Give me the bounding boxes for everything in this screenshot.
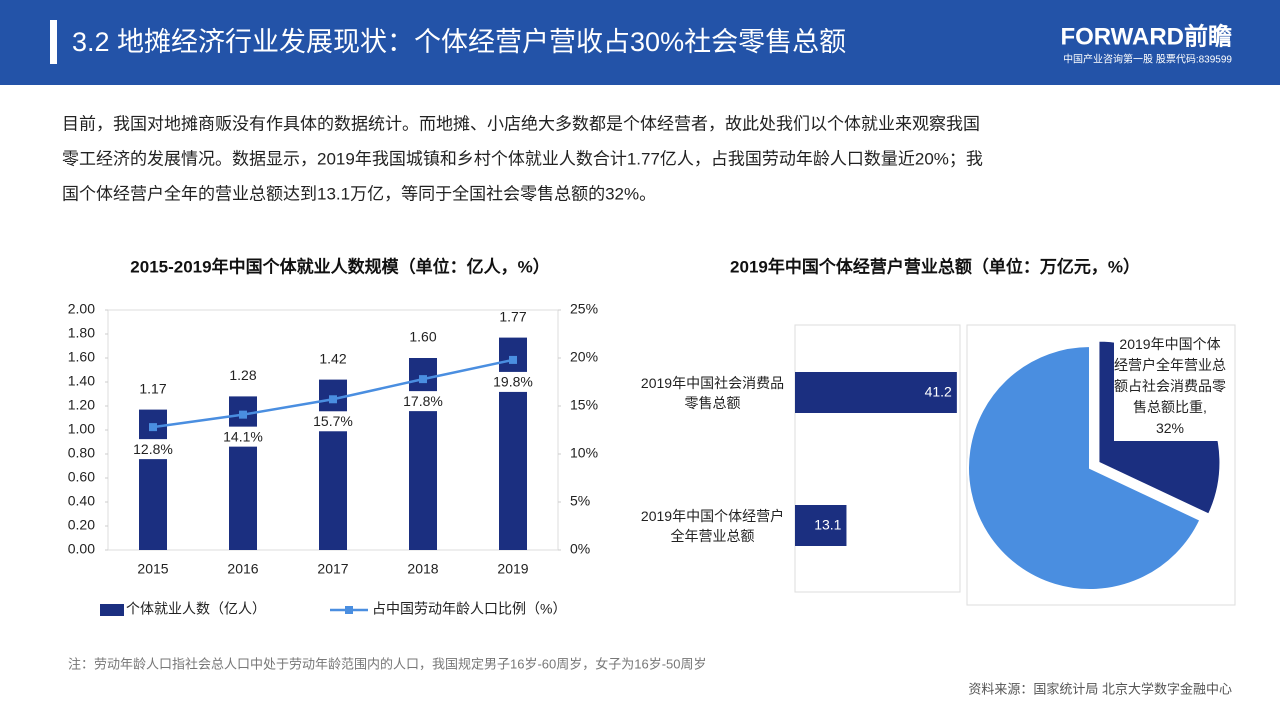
y-tick-label: 1.40 (68, 373, 95, 389)
line-marker (509, 355, 517, 364)
bar (795, 372, 957, 413)
data-label: 13.1 (814, 517, 841, 533)
bar (229, 396, 257, 550)
x-tick-label: 2017 (317, 561, 348, 577)
body-line: 目前，我国对地摊商贩没有作具体的数据统计。而地摊、小店绝大多数都是个体经营者，故… (62, 114, 980, 133)
panel (966, 324, 1236, 606)
y-tick-label: 0.00 (68, 541, 95, 557)
y-tick-label: 0.60 (68, 469, 95, 485)
x-tick-label: 2015 (137, 561, 168, 577)
header-accent (50, 20, 57, 64)
bar (795, 505, 847, 546)
line-marker (419, 375, 427, 384)
label-bg (397, 391, 449, 412)
line-marker (329, 395, 337, 404)
tagline: 中国产业咨询第一股 股票代码:839599 (1063, 53, 1232, 66)
body-line: 零工经济的发展情况。数据显示，2019年我国城镇和乡村个体就业人数合计1.77亿… (62, 149, 983, 168)
chart-title: 2019年中国个体经营户营业总额（单位：万亿元，%） (730, 256, 1140, 276)
chart-title: 2015-2019年中国个体就业人数规模（单位：亿人，%） (130, 256, 549, 276)
label-bg (217, 426, 269, 447)
y-tick-label: 2.00 (68, 301, 95, 317)
y2-tick-label: 20% (570, 349, 598, 365)
source: 资料来源：国家统计局 北京大学数字金融中心 (968, 681, 1232, 696)
legend-label: 个体就业人数（亿人） (126, 601, 266, 617)
y2-tick-label: 25% (570, 301, 598, 317)
data-label: 14.1% (223, 428, 263, 444)
data-label: 1.60 (409, 329, 436, 345)
y-tick-label: 1.80 (68, 325, 95, 341)
body-line: 国个体经营户全年的营业总额达到13.1万亿，等同于全国社会零售总额的32%。 (62, 184, 656, 203)
header-title: 3.2 地摊经济行业发展现状：个体经营户营收占30%社会零售总额 (72, 27, 846, 57)
line-marker (149, 423, 157, 432)
data-label: 17.8% (403, 393, 443, 409)
y2-tick-label: 5% (570, 493, 590, 509)
data-label: 1.28 (229, 367, 256, 383)
bar (409, 358, 437, 550)
pie-value-label: 32% (1155, 420, 1185, 436)
panel (794, 324, 961, 593)
pie-slice (967, 344, 1202, 591)
y2-tick-label: 15% (570, 397, 598, 413)
x-tick-label: 2016 (227, 561, 258, 577)
y-tick-label: 1.60 (68, 349, 95, 365)
legend-label: 占中国劳动年龄人口比例（%） (372, 601, 566, 617)
label-bg (307, 411, 359, 432)
bar (139, 409, 167, 550)
logo: FORWARD前瞻 (1060, 22, 1232, 50)
data-label: 12.8% (133, 441, 173, 457)
line-marker (239, 410, 247, 419)
data-label: 1.77 (499, 308, 526, 324)
label-bg (487, 371, 539, 392)
y-tick-label: 0.40 (68, 493, 95, 509)
y-tick-label: 0.80 (68, 445, 95, 461)
y-tick-label: 1.20 (68, 397, 95, 413)
data-label: 15.7% (313, 413, 353, 429)
legend-swatch (345, 606, 353, 614)
pie-label: 2019年中国个体经营户全年营业总额占社会消费品零售总额比重, 32% (1114, 332, 1226, 441)
data-label: 1.17 (139, 380, 166, 396)
data-label: 41.2 (925, 384, 952, 400)
pie-category: 2019年中国个体经营户全年营业总额占社会消费品零售总额比重, (1114, 336, 1226, 415)
data-label: 1.42 (319, 350, 346, 366)
x-tick-label: 2018 (407, 561, 438, 577)
y2-tick-label: 0% (570, 541, 590, 557)
footnote: 注：劳动年龄人口指社会总人口中处于劳动年龄范围内的人口，我国规定男子16岁-60… (68, 656, 707, 671)
y-tick-label: 1.00 (68, 421, 95, 437)
category-label: 2019年中国社会消费品零售总额 (640, 375, 785, 411)
category-label: 2019年中国个体经营户全年营业总额 (640, 508, 785, 544)
legend-swatch (100, 604, 124, 616)
data-label: 19.8% (493, 374, 533, 390)
bar (319, 379, 347, 550)
label-bg (127, 439, 179, 460)
y-tick-label: 0.20 (68, 517, 95, 533)
x-tick-label: 2019 (497, 561, 528, 577)
bar (499, 337, 527, 550)
header-bar (0, 0, 1280, 85)
y2-tick-label: 10% (570, 445, 598, 461)
